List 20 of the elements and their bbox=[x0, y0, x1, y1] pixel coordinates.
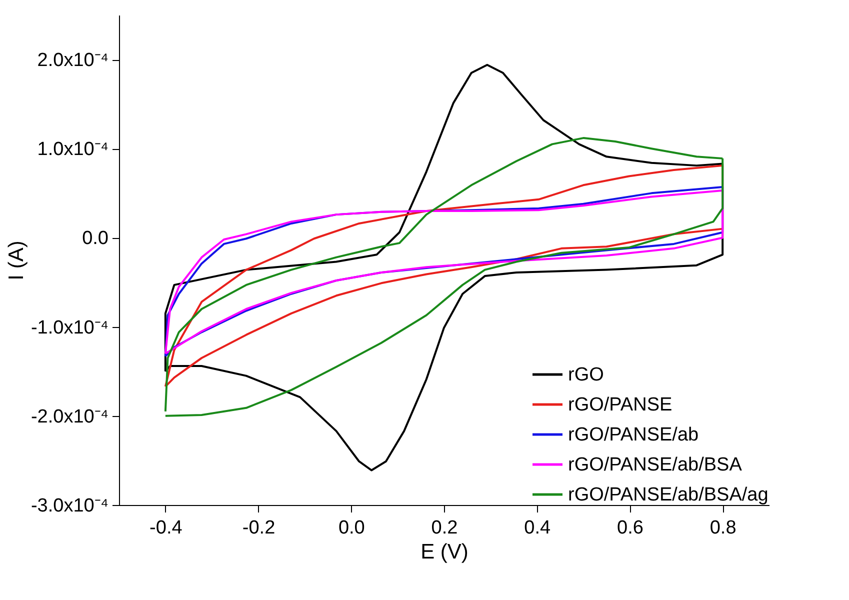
y-tick-label: 1.0x10⁻⁴ bbox=[37, 139, 108, 160]
x-tick-label: 0.6 bbox=[617, 518, 644, 538]
y-tick-label: -3.0x10⁻⁴ bbox=[30, 496, 108, 516]
x-axis-title: E (V) bbox=[420, 540, 468, 564]
y-tick-label: -1.0x10⁻⁴ bbox=[30, 317, 108, 338]
x-tick-label: -0.4 bbox=[150, 518, 183, 538]
legend-label: rGO bbox=[568, 364, 604, 386]
x-tick-label: 0.8 bbox=[710, 518, 736, 538]
legend-label: rGO/PANSE/ab/BSA bbox=[568, 454, 742, 476]
x-tick-label: -0.2 bbox=[242, 518, 276, 538]
legend-label: rGO/PANSE/ab/BSA/ag bbox=[568, 484, 768, 506]
y-axis-title: I (A) bbox=[4, 240, 28, 280]
y-tick-label: 0.0 bbox=[82, 228, 108, 250]
x-tick-label: 0.4 bbox=[524, 518, 551, 538]
legend-label: rGO/PANSE bbox=[568, 394, 672, 416]
x-tick-label: 0.0 bbox=[338, 518, 365, 538]
legend-label: rGO/PANSE/ab bbox=[568, 424, 699, 446]
y-tick-label: -2.0x10⁻⁴ bbox=[30, 406, 108, 428]
x-tick-label: 0.2 bbox=[431, 518, 458, 538]
y-tick-label: 2.0x10⁻⁴ bbox=[37, 50, 108, 72]
